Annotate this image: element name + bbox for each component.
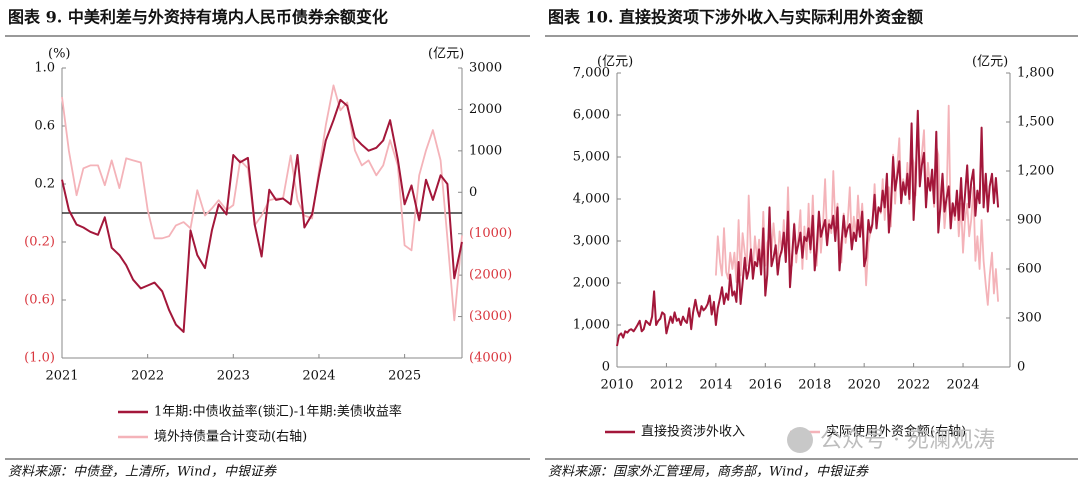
y-tick-label: (0.6) [24,293,55,308]
x-tick-label: 2021 [45,369,78,384]
y2-tick-label: 1,500 [1017,115,1054,130]
y-axis-label: (亿元) [597,55,633,70]
y-tick-label: 4,000 [573,192,610,207]
y-tick-label: 6,000 [573,108,610,123]
legend-label: 1年期:中债收益率(锁汇)-1年期:美债收益率 [154,404,402,420]
x-tick-label: 2022 [131,369,164,384]
y2-axis-label: (亿元) [428,47,464,62]
y2-tick-label: 900 [1017,213,1042,228]
y-tick-label: 0.2 [34,177,55,192]
y2-tick-label: (4000) [469,351,512,366]
y-tick-label: 1,000 [573,318,610,333]
source-note: 资料来源：中债登，上清所，Wind，中银证券 [8,465,277,480]
y-axis-label: (%) [48,47,71,62]
y-tick-label: (1.0) [24,351,55,366]
y2-tick-label: 300 [1017,311,1042,326]
x-tick-label: 2022 [897,378,930,393]
watermark-text: 公众号 · 宛澜观涛 [820,428,995,453]
x-tick-label: 2012 [650,378,683,393]
y2-tick-label: 1,800 [1017,66,1054,81]
y2-tick-label: (3000) [469,309,512,324]
y-tick-label: 3,000 [573,234,610,249]
x-tick-label: 2014 [699,378,732,393]
chart-title: 图表 10. 直接投资项下涉外收入与实际利用外资金额 [548,8,923,27]
legend-label: 境外持债量合计变动(右轴) [154,429,307,445]
y2-tick-label: (2000) [469,268,512,283]
series-line [61,84,463,322]
y2-tick-label: (1000) [469,226,512,241]
x-tick-label: 2024 [302,369,335,384]
x-tick-label: 2020 [848,378,881,393]
y2-tick-label: 0 [469,185,477,200]
watermark: 公众号 · 宛澜观涛 [787,427,995,453]
y-tick-label: 0 [602,360,610,375]
y2-tick-label: 3000 [469,61,502,76]
y-tick-label: 2,000 [573,276,610,291]
x-tick-label: 2025 [388,369,421,384]
x-tick-label: 2024 [946,378,979,393]
x-tick-label: 2018 [798,378,831,393]
y-tick-label: (0.2) [24,235,55,250]
series-line [616,109,1000,347]
legend-label: 直接投资涉外收入 [641,424,745,440]
y2-tick-label: 0 [1017,360,1025,375]
source-note: 资料来源：国家外汇管理局，商务部，Wind，中银证券 [548,464,869,480]
y2-axis-label: (亿元) [972,55,1008,70]
y-tick-label: 5,000 [573,150,610,165]
chart-title: 图表 9. 中美利差与外资持有境内人民币债券余额变化 [8,8,388,27]
legend-label: 实际使用外资金额(右轴) [826,424,966,440]
y2-tick-label: 1000 [469,143,502,158]
y-tick-label: 1.0 [34,61,55,76]
y2-tick-label: 2000 [469,102,502,117]
y-tick-label: 0.6 [34,119,55,134]
x-tick-label: 2010 [600,378,633,393]
watermark-icon [787,427,813,453]
series-line [61,98,463,333]
y2-tick-label: 600 [1017,262,1042,277]
y-tick-label: 7,000 [573,66,610,81]
x-tick-label: 2016 [749,378,782,393]
y2-tick-label: 1,200 [1017,164,1054,179]
x-tick-label: 2023 [217,369,250,384]
